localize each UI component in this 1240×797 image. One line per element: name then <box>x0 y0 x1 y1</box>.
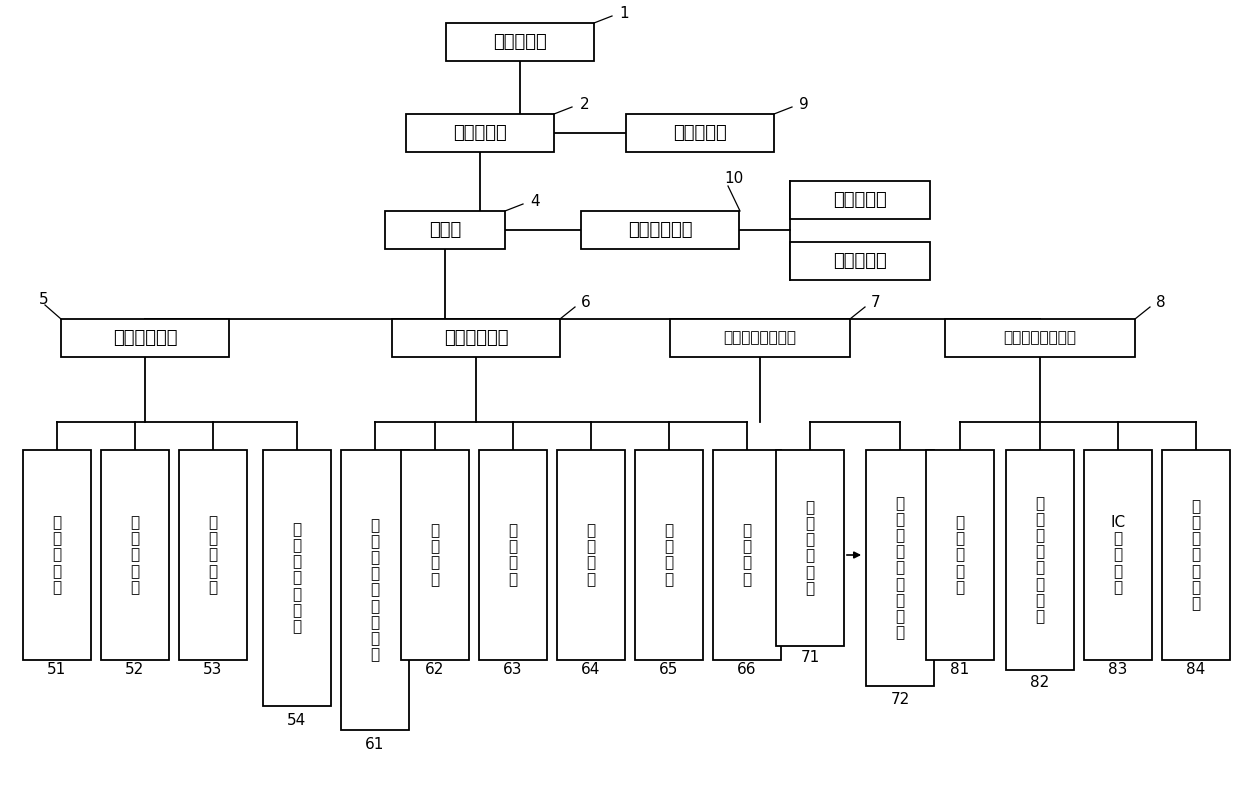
Bar <box>557 450 625 660</box>
Text: 可
燃
气
体
传
感
器: 可 燃 气 体 传 感 器 <box>293 522 301 634</box>
Bar <box>263 450 331 706</box>
Text: 开
关
量
输
入
输
出
模
块: 开 关 量 输 入 输 出 模 块 <box>371 518 379 662</box>
Text: 63: 63 <box>503 662 523 677</box>
Bar <box>100 450 169 660</box>
Text: 6: 6 <box>582 295 591 309</box>
Bar <box>24 450 91 660</box>
Text: 52: 52 <box>125 662 145 677</box>
Bar <box>479 450 547 660</box>
Text: 51: 51 <box>47 662 67 677</box>
Text: 安
防
智
能
决
策
服
务
器: 安 防 智 能 决 策 服 务 器 <box>895 496 904 640</box>
Text: 监控服务器: 监控服务器 <box>453 124 507 142</box>
Text: 升
温
装
置: 升 温 装 置 <box>508 523 517 587</box>
Text: 4: 4 <box>531 194 541 209</box>
Text: 人
脸
图
像
采
集
模
块: 人 脸 图 像 采 集 模 块 <box>1035 496 1044 624</box>
Bar <box>384 211 505 249</box>
Text: 65: 65 <box>660 662 678 677</box>
Text: 视
频
采
集
模
块: 视 频 采 集 模 块 <box>806 500 815 596</box>
Text: IC
卡
读
卡
器: IC 卡 读 卡 器 <box>1111 515 1126 595</box>
Bar <box>341 450 409 730</box>
Text: 安防信息监控模块: 安防信息监控模块 <box>1003 331 1076 346</box>
Text: 72: 72 <box>890 692 910 707</box>
Bar <box>790 181 930 219</box>
Text: 5: 5 <box>38 292 48 307</box>
Bar <box>582 211 739 249</box>
Text: 降
温
装
置: 降 温 装 置 <box>430 523 439 587</box>
Text: 10: 10 <box>724 171 744 186</box>
Text: 入侵报警装置: 入侵报警装置 <box>627 221 692 239</box>
Bar <box>670 319 849 357</box>
Text: 除
湿
装
置: 除 湿 装 置 <box>665 523 673 587</box>
Bar <box>61 319 229 357</box>
Bar <box>626 114 774 152</box>
Text: 61: 61 <box>366 737 384 752</box>
Text: 备份服务器: 备份服务器 <box>673 124 727 142</box>
Bar <box>926 450 994 660</box>
Bar <box>401 450 469 660</box>
Text: 加
湿
装
置: 加 湿 装 置 <box>587 523 595 587</box>
Text: 环境调节模块: 环境调节模块 <box>444 329 508 347</box>
Text: 声光报警器: 声光报警器 <box>833 191 887 209</box>
Text: 64: 64 <box>582 662 600 677</box>
Text: 84: 84 <box>1187 662 1205 677</box>
Text: 66: 66 <box>738 662 756 677</box>
Text: 83: 83 <box>1109 662 1127 677</box>
Bar <box>790 242 930 280</box>
Bar <box>866 450 934 686</box>
Bar <box>635 450 703 660</box>
Text: 9: 9 <box>800 96 810 112</box>
Bar <box>179 450 247 660</box>
Text: 指
纹
采
集
器: 指 纹 采 集 器 <box>956 515 965 595</box>
Bar <box>713 450 781 660</box>
Bar <box>1084 450 1152 660</box>
Text: 53: 53 <box>203 662 223 677</box>
Bar <box>1006 450 1074 670</box>
Text: 温
度
传
感
器: 温 度 传 感 器 <box>52 515 62 595</box>
Bar <box>446 23 594 61</box>
Text: 8: 8 <box>1156 295 1166 309</box>
Bar <box>945 319 1135 357</box>
Bar <box>405 114 554 152</box>
Text: 灭
火
装
置: 灭 火 装 置 <box>743 523 751 587</box>
Text: 7: 7 <box>872 295 880 309</box>
Text: 环境采集模块: 环境采集模块 <box>113 329 177 347</box>
Text: 安
防
信
息
处
理
器: 安 防 信 息 处 理 器 <box>1192 499 1200 611</box>
Bar <box>1162 450 1230 660</box>
Bar <box>776 450 844 646</box>
Text: 54: 54 <box>288 713 306 728</box>
Text: 82: 82 <box>1030 675 1049 690</box>
Text: 安防智能决策模块: 安防智能决策模块 <box>723 331 796 346</box>
Text: 远程监控器: 远程监控器 <box>494 33 547 51</box>
Text: 62: 62 <box>425 662 445 677</box>
Text: 2: 2 <box>579 96 589 112</box>
Text: 湿
度
传
感
器: 湿 度 传 感 器 <box>130 515 140 595</box>
Text: 81: 81 <box>950 662 970 677</box>
Text: 1: 1 <box>620 6 629 21</box>
Text: 71: 71 <box>800 650 820 665</box>
Bar <box>392 319 560 357</box>
Text: 红外探测器: 红外探测器 <box>833 252 887 270</box>
Text: 烟
雾
传
感
器: 烟 雾 传 感 器 <box>208 515 217 595</box>
Text: 控制器: 控制器 <box>429 221 461 239</box>
